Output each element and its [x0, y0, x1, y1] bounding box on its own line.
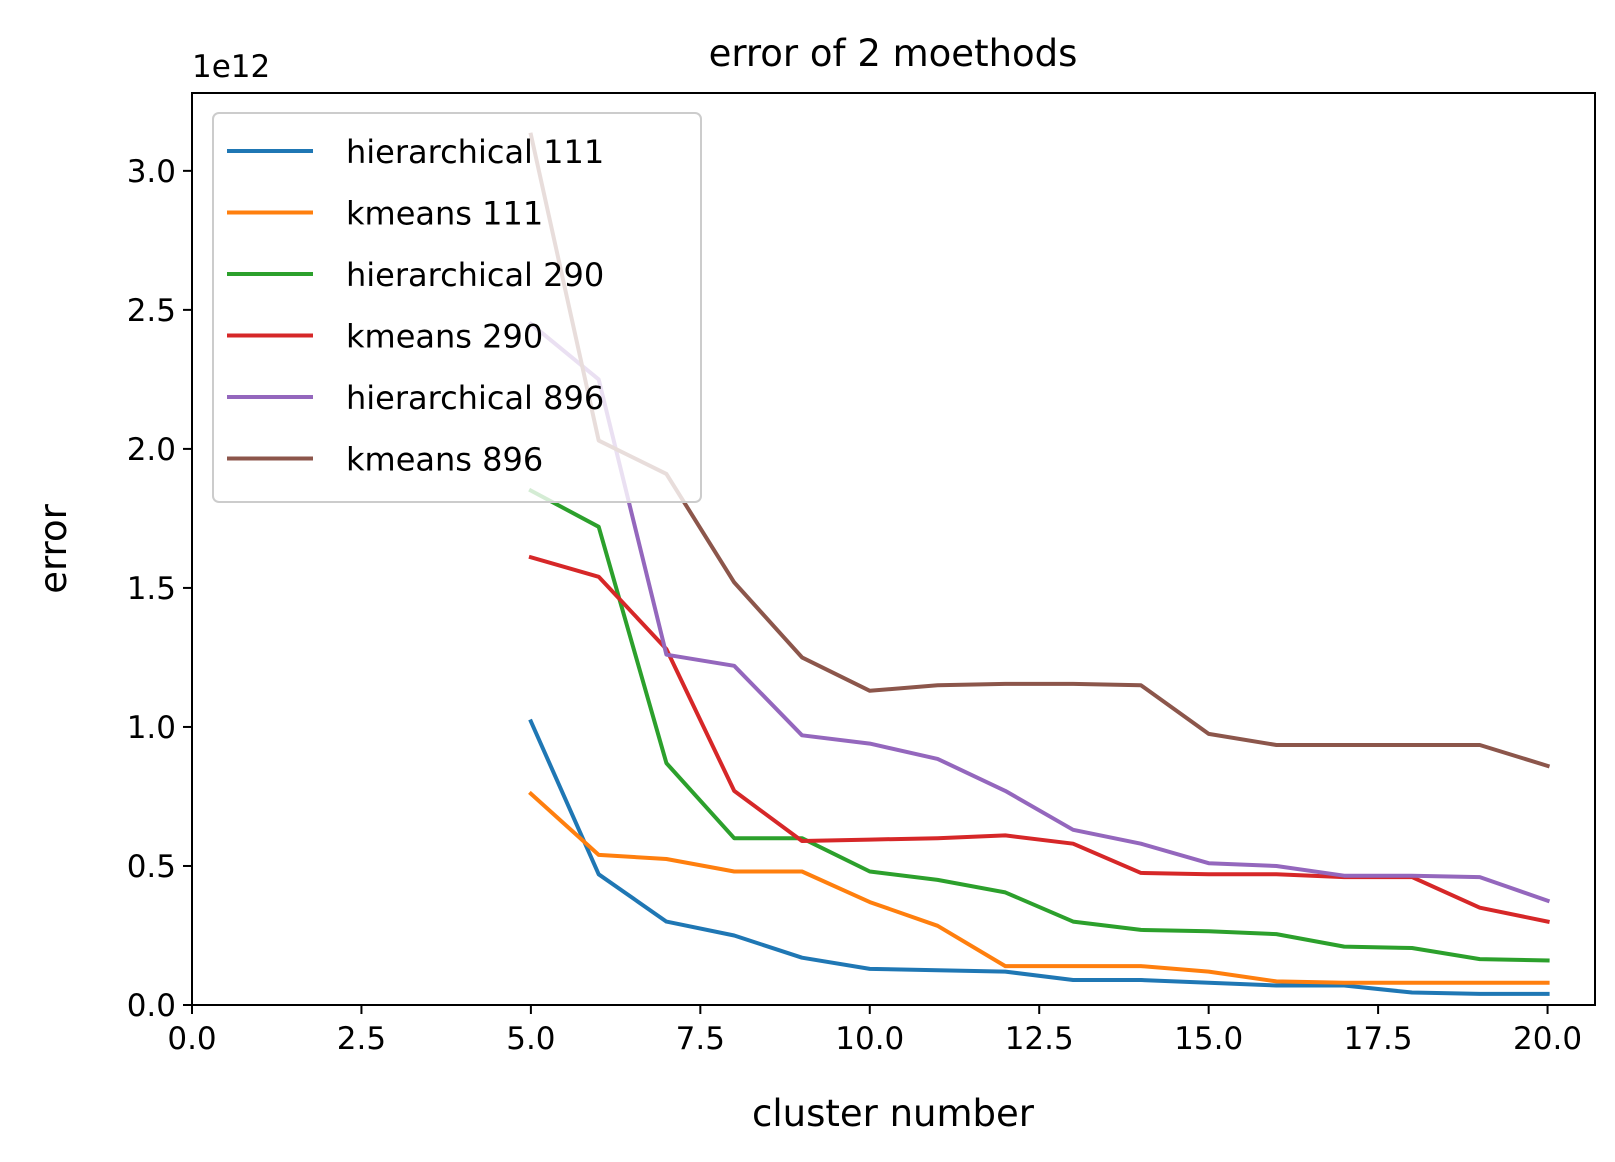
x-tick-label: 7.5 — [676, 1021, 725, 1057]
x-tick-label: 15.0 — [1174, 1021, 1243, 1057]
y-tick-label: 1.0 — [127, 710, 176, 746]
series-line-kmeans-896 — [528, 132, 1551, 769]
legend: hierarchical 111 kmeans 111 hierarchical 2… — [212, 112, 702, 503]
y-tick-label: 0.5 — [127, 849, 176, 885]
chart-title: error of 2 moethods — [709, 32, 1078, 75]
y-tick-label: 0.0 — [127, 988, 176, 1024]
y-offset-text: 1e12 — [192, 49, 270, 85]
series-line-hierarchical-896 — [528, 320, 1551, 904]
series-layer — [528, 132, 1551, 996]
axes-frame — [191, 92, 1596, 1006]
x-tick-label: 2.5 — [337, 1021, 386, 1057]
x-tick-label: 20.0 — [1513, 1021, 1582, 1057]
x-tick-label: 0.0 — [167, 1021, 216, 1057]
x-tick-label: 12.5 — [1005, 1021, 1074, 1057]
x-tick-label: 5.0 — [506, 1021, 555, 1057]
series-line-hierarchical-290 — [528, 487, 1550, 963]
legend-label-hierarchical-896: hierarchical 896 — [346, 379, 604, 417]
x-tick-label: 10.0 — [835, 1021, 904, 1057]
x-tick-label: 17.5 — [1344, 1021, 1413, 1057]
y-tick-label: 1.5 — [127, 571, 176, 607]
legend-label-kmeans-290: kmeans 290 — [346, 318, 543, 356]
legend-label-kmeans-111: kmeans 111 — [346, 195, 543, 233]
y-tick-label: 3.0 — [127, 154, 176, 190]
y-axis-label: error — [32, 503, 75, 593]
x-axis-ticks: 0.0 2.5 5.0 7.5 10.0 12.5 15.0 17.5 20.0 — [167, 1005, 1582, 1057]
y-axis-ticks: 0.0 0.5 1.0 1.5 2.0 2.5 3.0 — [127, 154, 192, 1024]
y-tick-label: 2.5 — [127, 293, 176, 329]
series-line-hierarchical-111 — [528, 718, 1550, 996]
x-axis-label: cluster number — [752, 1092, 1035, 1135]
legend-label-kmeans-896: kmeans 896 — [346, 441, 543, 479]
legend-frame — [212, 112, 702, 503]
series-line-kmeans-111 — [528, 790, 1550, 985]
legend-label-hierarchical-111: hierarchical 111 — [346, 133, 604, 171]
legend-label-hierarchical-290: hierarchical 290 — [346, 256, 604, 294]
y-tick-label: 2.0 — [127, 432, 176, 468]
